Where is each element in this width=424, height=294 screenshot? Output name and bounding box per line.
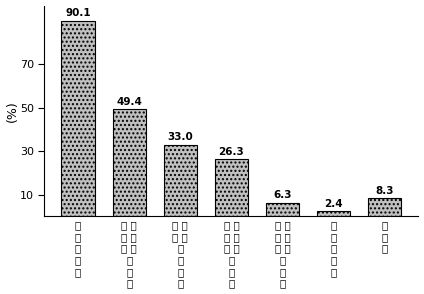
Text: 26.3: 26.3	[219, 147, 244, 157]
Bar	[266, 203, 299, 216]
Bar	[113, 109, 146, 216]
Text: 8.3: 8.3	[376, 186, 394, 196]
Text: 33.0: 33.0	[167, 132, 193, 142]
Bar	[215, 159, 248, 216]
Bar	[164, 145, 197, 216]
Text: 2.4: 2.4	[324, 199, 343, 209]
Bar	[368, 198, 402, 216]
Y-axis label: (%): (%)	[6, 100, 19, 122]
Text: 49.4: 49.4	[116, 97, 142, 107]
Bar	[317, 211, 350, 216]
Text: 6.3: 6.3	[273, 191, 292, 201]
Bar	[61, 21, 95, 216]
Text: 90.1: 90.1	[65, 8, 91, 18]
